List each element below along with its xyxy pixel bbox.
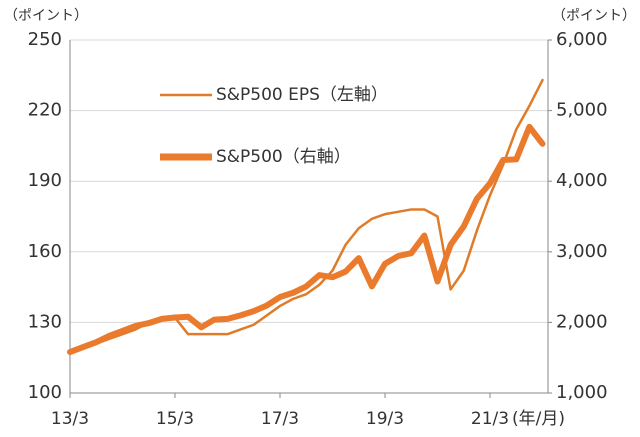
y2-unit-label: （ポイント） bbox=[552, 8, 636, 24]
y2-tick-label: 2,000 bbox=[556, 311, 608, 332]
y-tick-label: 250 bbox=[28, 29, 62, 50]
series-line bbox=[67, 123, 546, 356]
y-tick-label: 130 bbox=[28, 311, 62, 332]
y2-tick-label: 6,000 bbox=[556, 29, 608, 50]
y2-tick-label: 4,000 bbox=[556, 170, 608, 191]
x-tick-label: 19/3 bbox=[366, 409, 404, 429]
x-tick-label: 13/3 bbox=[51, 409, 89, 429]
legend-label: S&P500（右軸） bbox=[216, 147, 351, 167]
y-unit-label: （ポイント） bbox=[4, 8, 88, 24]
x-unit-label: (年/月) bbox=[512, 409, 565, 429]
y2-tick-label: 5,000 bbox=[556, 100, 608, 121]
y-tick-label: 160 bbox=[28, 241, 62, 262]
y-tick-label: 190 bbox=[28, 170, 62, 191]
y-tick-label: 220 bbox=[28, 100, 62, 121]
x-tick-label: 15/3 bbox=[156, 409, 194, 429]
y2-tick-label: 1,000 bbox=[556, 382, 608, 403]
x-tick-label: 21/3 bbox=[471, 409, 509, 429]
legend-label: S&P500 EPS（左軸） bbox=[216, 85, 388, 105]
y-tick-label: 100 bbox=[28, 382, 62, 403]
x-tick-label: 17/3 bbox=[261, 409, 299, 429]
y2-tick-label: 3,000 bbox=[556, 241, 608, 262]
